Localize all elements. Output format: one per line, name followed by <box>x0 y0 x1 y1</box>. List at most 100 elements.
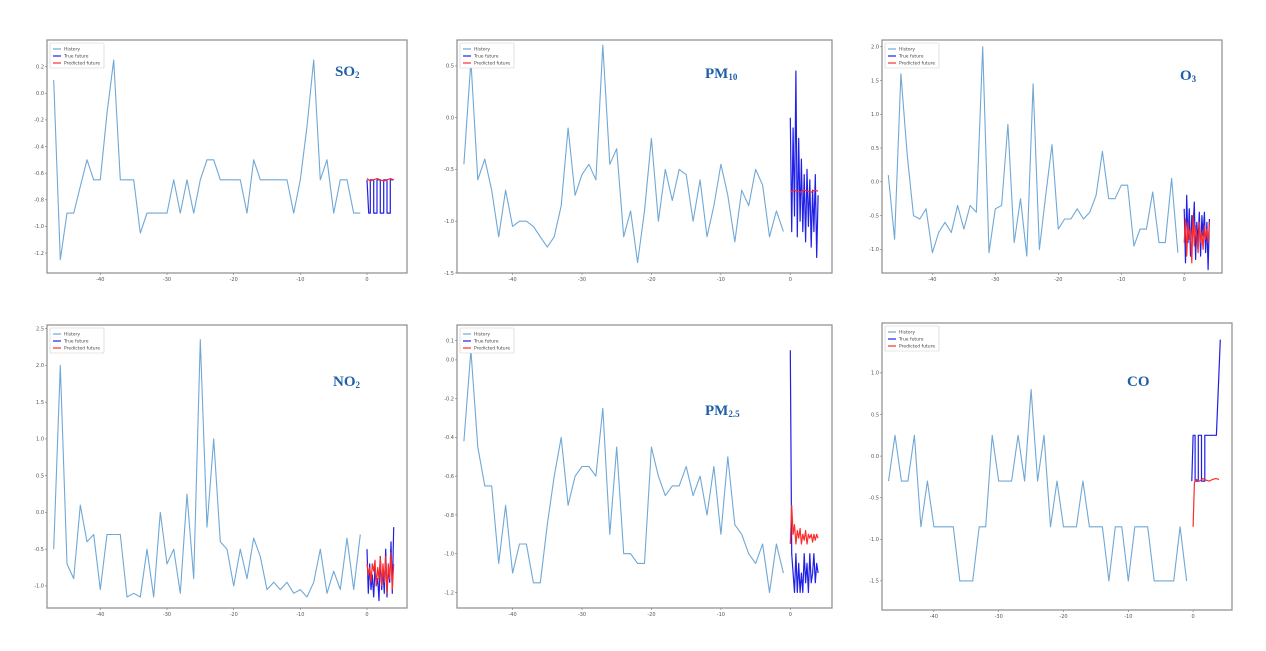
y-tick-label: 1.5 <box>871 78 879 84</box>
x-tick-label: -20 <box>1054 277 1062 283</box>
chart-svg: -40 -30 -20 -10 0 0.1 0.0 -0.2 -0.4 -0.6 -0.8 -1.0 -… <box>444 324 833 618</box>
x-tick-label: 0 <box>1183 277 1186 283</box>
y-tick-label: -0.8 <box>444 513 454 519</box>
y-tick-label: 0.5 <box>36 473 44 479</box>
chart-svg: -40 -30 -20 -10 0 2.0 1.5 1.0 0.5 0.0 -0.5 -1.0 Hist… <box>869 39 1223 283</box>
y-tick-label: 0.1 <box>446 338 454 344</box>
y-tick-label: 0.0 <box>446 115 454 121</box>
x-tick-label: -30 <box>991 277 999 283</box>
legend-label: History <box>64 47 80 53</box>
x-tick-label: -40 <box>508 277 516 283</box>
chart-svg: -40 -30 -20 -10 0 0.5 0.0 -0.5 -1.0 -1.5 HistoryTr… <box>444 39 833 283</box>
history-line <box>887 46 1179 257</box>
panel-title: CO <box>1127 374 1150 390</box>
legend-label: Predicted future <box>899 61 935 67</box>
plot-frame <box>881 39 1223 274</box>
y-tick-label: 2.5 <box>36 326 44 332</box>
plot-frame <box>456 39 833 274</box>
history-line <box>887 389 1188 582</box>
plot-frame <box>456 324 833 609</box>
y-tick-label: -1.0 <box>869 247 879 253</box>
y-tick-label: 0.5 <box>446 64 454 70</box>
legend-label: Predicted future <box>474 346 510 352</box>
y-tick-label: -1.0 <box>34 224 44 230</box>
y-tick-label: 0.0 <box>871 180 879 186</box>
legend-label: History <box>474 47 490 53</box>
y-tick-label: -0.5 <box>444 167 454 173</box>
y-tick-label: 0.0 <box>36 510 44 516</box>
legend-box <box>884 325 940 352</box>
x-tick-label: -10 <box>296 277 304 283</box>
x-tick-label: -40 <box>930 614 938 620</box>
y-tick-label: -0.5 <box>869 213 879 219</box>
x-tick-label: -10 <box>296 612 304 618</box>
legend-label: True future <box>898 337 924 343</box>
y-tick-label: -1.0 <box>444 552 454 558</box>
x-tick-label: -20 <box>230 277 238 283</box>
y-tick-label: -0.6 <box>34 171 44 177</box>
y-tick-label: -0.5 <box>869 495 879 501</box>
y-tick-label: -0.8 <box>34 198 44 204</box>
history-line <box>463 349 784 594</box>
predicted-future-line <box>790 189 819 193</box>
y-tick-label: 0.0 <box>871 454 879 460</box>
x-tick-label: -40 <box>96 612 104 618</box>
chart-svg: -40 -30 -20 -10 0 0.2 0.0 -0.2 -0.4 -0.6 -0.8 -1.0 -… <box>34 39 408 283</box>
legend-label: Predicted future <box>64 61 100 67</box>
chart-panel-pm25: -40 -30 -20 -10 0 0.1 0.0 -0.2 -0.4 -0.6 -0.8 -1.0 -… <box>435 320 840 622</box>
y-tick-label: 1.0 <box>871 112 879 118</box>
x-tick-label: -20 <box>647 612 655 618</box>
predicted-future-line <box>789 504 819 545</box>
legend-label: True future <box>63 339 89 345</box>
x-tick-label: 0 <box>789 612 792 618</box>
x-tick-label: 0 <box>365 612 368 618</box>
legend-box <box>884 42 940 69</box>
y-tick-label: -0.6 <box>444 474 454 480</box>
predicted-future-line <box>1192 478 1220 527</box>
legend-label: Predicted future <box>474 61 510 67</box>
plot-frame <box>46 39 408 274</box>
true-future-line <box>1191 339 1221 482</box>
y-tick-label: -0.4 <box>444 435 454 441</box>
legend-label: History <box>899 47 915 53</box>
y-tick-label: 0.2 <box>36 64 44 70</box>
x-tick-label: -30 <box>578 277 586 283</box>
predicted-future-line <box>366 177 394 182</box>
panel-title: PM2.5 <box>705 403 740 419</box>
panel-title: NO2 <box>333 374 361 390</box>
y-tick-label: -1.2 <box>34 251 44 257</box>
x-tick-label: -20 <box>1059 614 1067 620</box>
legend-box <box>49 327 105 354</box>
x-tick-label: -10 <box>717 612 725 618</box>
legend-box <box>459 327 515 354</box>
y-tick-label: 0.5 <box>871 412 879 418</box>
chart-panel-pm10: -40 -30 -20 -10 0 0.5 0.0 -0.5 -1.0 -1.5 History Tr… <box>435 35 840 287</box>
legend-label: True future <box>898 54 924 60</box>
y-tick-label: 2.0 <box>36 363 44 369</box>
x-tick-label: 0 <box>789 277 792 283</box>
y-tick-label: -0.2 <box>34 118 44 124</box>
y-tick-label: 1.5 <box>36 400 44 406</box>
legend-label: Predicted future <box>64 346 100 352</box>
x-tick-label: -20 <box>230 612 238 618</box>
x-tick-label: -30 <box>163 277 171 283</box>
legend-label: History <box>899 330 915 336</box>
legend-label: True future <box>473 54 499 60</box>
y-tick-label: -0.2 <box>444 396 454 402</box>
y-tick-label: -1.5 <box>444 271 454 277</box>
y-tick-label: -0.5 <box>34 547 44 553</box>
chart-panel-no2: -40 -30 -20 -10 0 2.5 2.0 1.5 1.0 0.5 0.0 -0.5 -1.0 H… <box>25 320 415 622</box>
x-tick-label: -40 <box>508 612 516 618</box>
y-tick-label: -1.2 <box>444 590 454 596</box>
chart-panel-co: -40 -30 -20 -10 0 1.0 0.5 0.0 -0.5 -1.0 -1.5 Histor… <box>860 318 1240 624</box>
legend-label: True future <box>63 54 89 60</box>
plot-frame <box>881 322 1233 611</box>
legend-box <box>49 42 105 69</box>
history-line <box>53 59 361 261</box>
history-line <box>53 339 361 598</box>
